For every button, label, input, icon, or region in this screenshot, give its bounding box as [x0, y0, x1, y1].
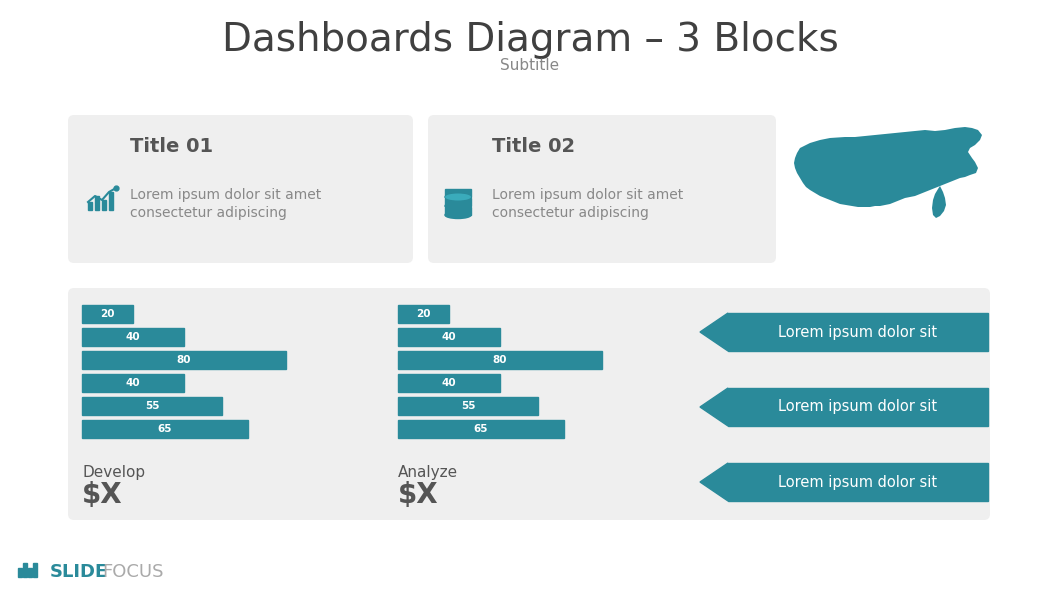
Text: Title 01: Title 01 [130, 138, 213, 157]
Text: SLIDE: SLIDE [50, 563, 108, 581]
FancyBboxPatch shape [428, 115, 776, 263]
Text: 65: 65 [474, 424, 488, 434]
Bar [728, 313, 988, 351]
Text: $X: $X [82, 481, 123, 509]
Bar [23, 563, 27, 577]
Bar [28, 568, 32, 577]
FancyBboxPatch shape [68, 115, 413, 263]
Polygon shape [700, 388, 728, 426]
Text: 65: 65 [158, 424, 172, 434]
Text: Lorem ipsum dolor sit: Lorem ipsum dolor sit [778, 474, 937, 489]
Text: 80: 80 [177, 355, 191, 365]
Bar [18, 568, 22, 577]
Ellipse shape [445, 194, 471, 200]
Ellipse shape [445, 194, 471, 200]
Text: consectetur adipiscing: consectetur adipiscing [492, 206, 649, 220]
Text: 20: 20 [417, 309, 430, 319]
Text: Subtitle: Subtitle [500, 58, 560, 73]
Bar [445, 198, 471, 206]
Text: Develop: Develop [82, 464, 145, 480]
Ellipse shape [445, 212, 471, 219]
Bar [95, 196, 99, 210]
Bar [398, 351, 602, 369]
Text: 40: 40 [442, 332, 456, 342]
Bar [398, 397, 538, 415]
Text: Lorem ipsum dolor sit: Lorem ipsum dolor sit [778, 399, 937, 414]
Polygon shape [700, 463, 728, 501]
Bar [728, 388, 988, 426]
Text: Lorem ipsum dolor sit amet: Lorem ipsum dolor sit amet [492, 188, 684, 202]
Bar [398, 420, 564, 438]
Text: 55: 55 [461, 401, 475, 411]
Text: $X: $X [398, 481, 439, 509]
Bar [445, 207, 471, 215]
Bar [398, 328, 500, 346]
Bar [728, 463, 988, 501]
Text: FOCUS: FOCUS [102, 563, 163, 581]
Bar [82, 397, 223, 415]
Bar [109, 192, 113, 210]
Text: Lorem ipsum dolor sit amet: Lorem ipsum dolor sit amet [130, 188, 321, 202]
Polygon shape [794, 127, 982, 207]
Text: 40: 40 [126, 332, 140, 342]
FancyBboxPatch shape [68, 288, 990, 520]
Text: Dashboards Diagram – 3 Blocks: Dashboards Diagram – 3 Blocks [222, 21, 838, 59]
Text: Lorem ipsum dolor sit: Lorem ipsum dolor sit [778, 324, 937, 340]
Text: Title 02: Title 02 [492, 138, 576, 157]
Polygon shape [932, 186, 946, 218]
Text: 80: 80 [493, 355, 508, 365]
Bar [102, 200, 106, 210]
Bar [398, 305, 449, 323]
Ellipse shape [445, 203, 471, 210]
Bar [82, 328, 184, 346]
Bar [445, 189, 471, 197]
Polygon shape [700, 313, 728, 351]
Text: consectetur adipiscing: consectetur adipiscing [130, 206, 287, 220]
Bar [88, 202, 92, 210]
Text: 40: 40 [126, 378, 140, 388]
Text: 40: 40 [442, 378, 456, 388]
Bar [82, 420, 248, 438]
Text: 20: 20 [101, 309, 114, 319]
Bar [82, 305, 132, 323]
Bar [33, 563, 37, 577]
Bar [82, 351, 286, 369]
Bar [398, 374, 500, 392]
Text: 55: 55 [145, 401, 159, 411]
Text: Analyze: Analyze [398, 464, 458, 480]
Bar [82, 374, 184, 392]
